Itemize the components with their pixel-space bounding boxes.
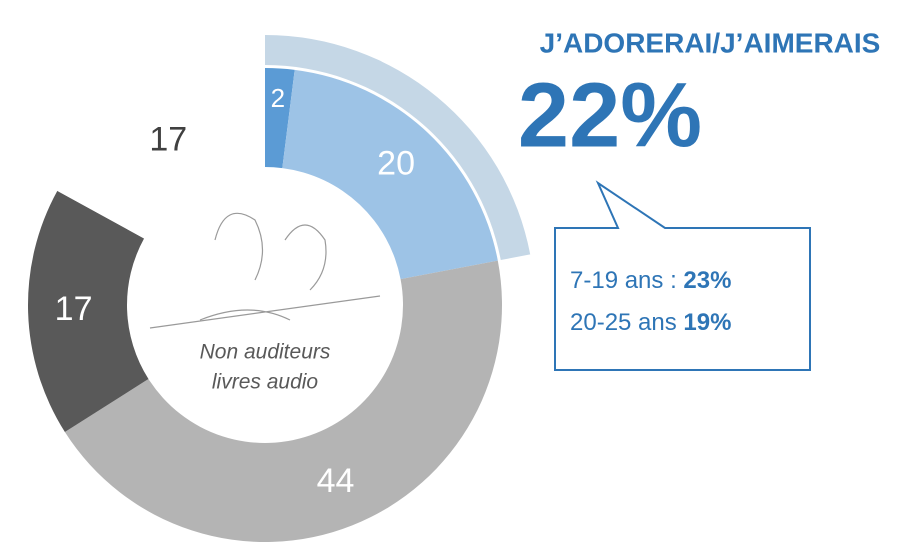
segment-label: 17 [149, 120, 187, 158]
callout-label: 7-19 ans : [570, 267, 677, 294]
segment-label: 2 [271, 83, 285, 113]
donut-segment [64, 260, 502, 542]
highlight-value: 22% [518, 64, 702, 166]
center-label: livres audio [212, 371, 319, 394]
donut-segment [28, 190, 149, 432]
callout: 7-19 ans : 23%20-25 ans 19% [570, 267, 731, 336]
highlight-title: J’ADORERAI/J’AIMERAIS [540, 27, 881, 58]
callout-label: 20-25 ans [570, 309, 677, 336]
donut-segment [57, 68, 266, 239]
segment-label: 20 [377, 144, 415, 182]
center-label: Non auditeurs [200, 341, 331, 364]
callout-line: 7-19 ans : 23% [570, 267, 731, 294]
segment-label: 17 [55, 290, 93, 328]
callout-line: 20-25 ans 19% [570, 309, 731, 336]
illustration [149, 212, 381, 329]
donut-segment [282, 69, 498, 280]
callout-box [554, 180, 811, 371]
callout-value: 23% [683, 267, 731, 294]
highlight-arc [265, 35, 531, 261]
callout-value: 19% [683, 309, 731, 336]
donut: 2 20 44 17 17 Non auditeurs livres audio [28, 35, 531, 542]
donut-segment [265, 68, 295, 169]
segment-label: 44 [317, 462, 355, 500]
